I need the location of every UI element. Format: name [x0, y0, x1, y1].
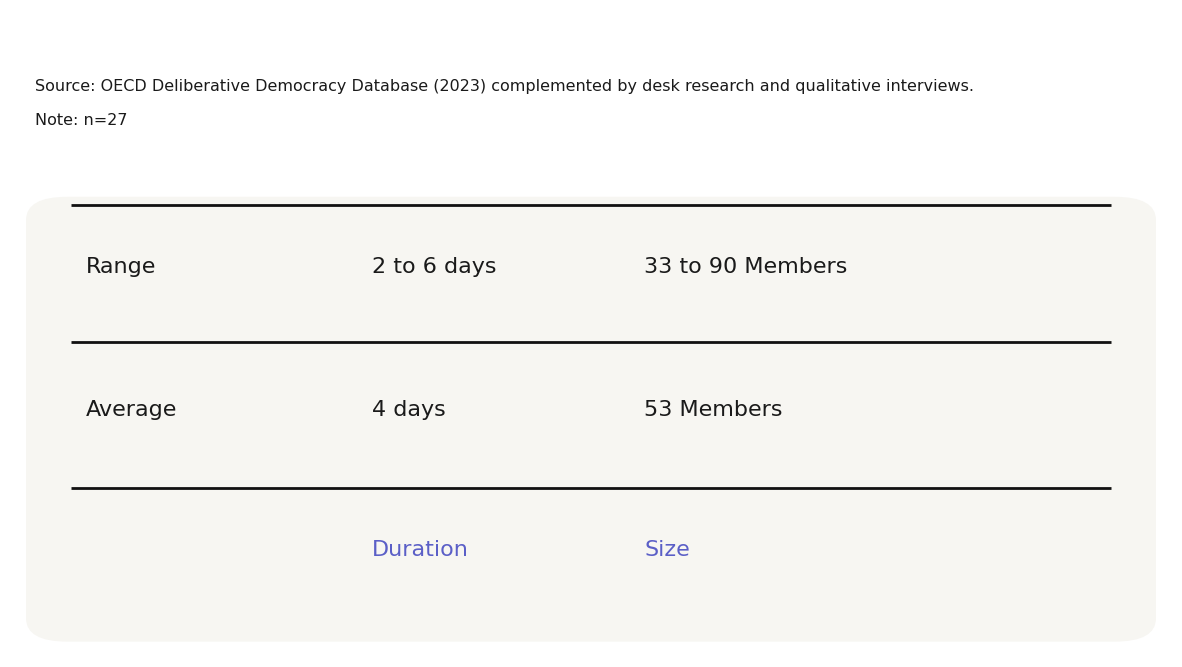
Text: Size: Size [644, 540, 690, 560]
Text: 33 to 90 Members: 33 to 90 Members [644, 257, 847, 277]
Text: 53 Members: 53 Members [644, 400, 782, 420]
Text: 4 days: 4 days [372, 400, 446, 420]
Text: Range: Range [86, 257, 157, 277]
Text: Average: Average [86, 400, 177, 420]
Text: Source: OECD Deliberative Democracy Database (2023) complemented by desk researc: Source: OECD Deliberative Democracy Data… [35, 79, 974, 94]
Text: Duration: Duration [372, 540, 469, 560]
FancyBboxPatch shape [26, 197, 1156, 642]
Text: Note: n=27: Note: n=27 [35, 113, 128, 127]
Text: 2 to 6 days: 2 to 6 days [372, 257, 496, 277]
